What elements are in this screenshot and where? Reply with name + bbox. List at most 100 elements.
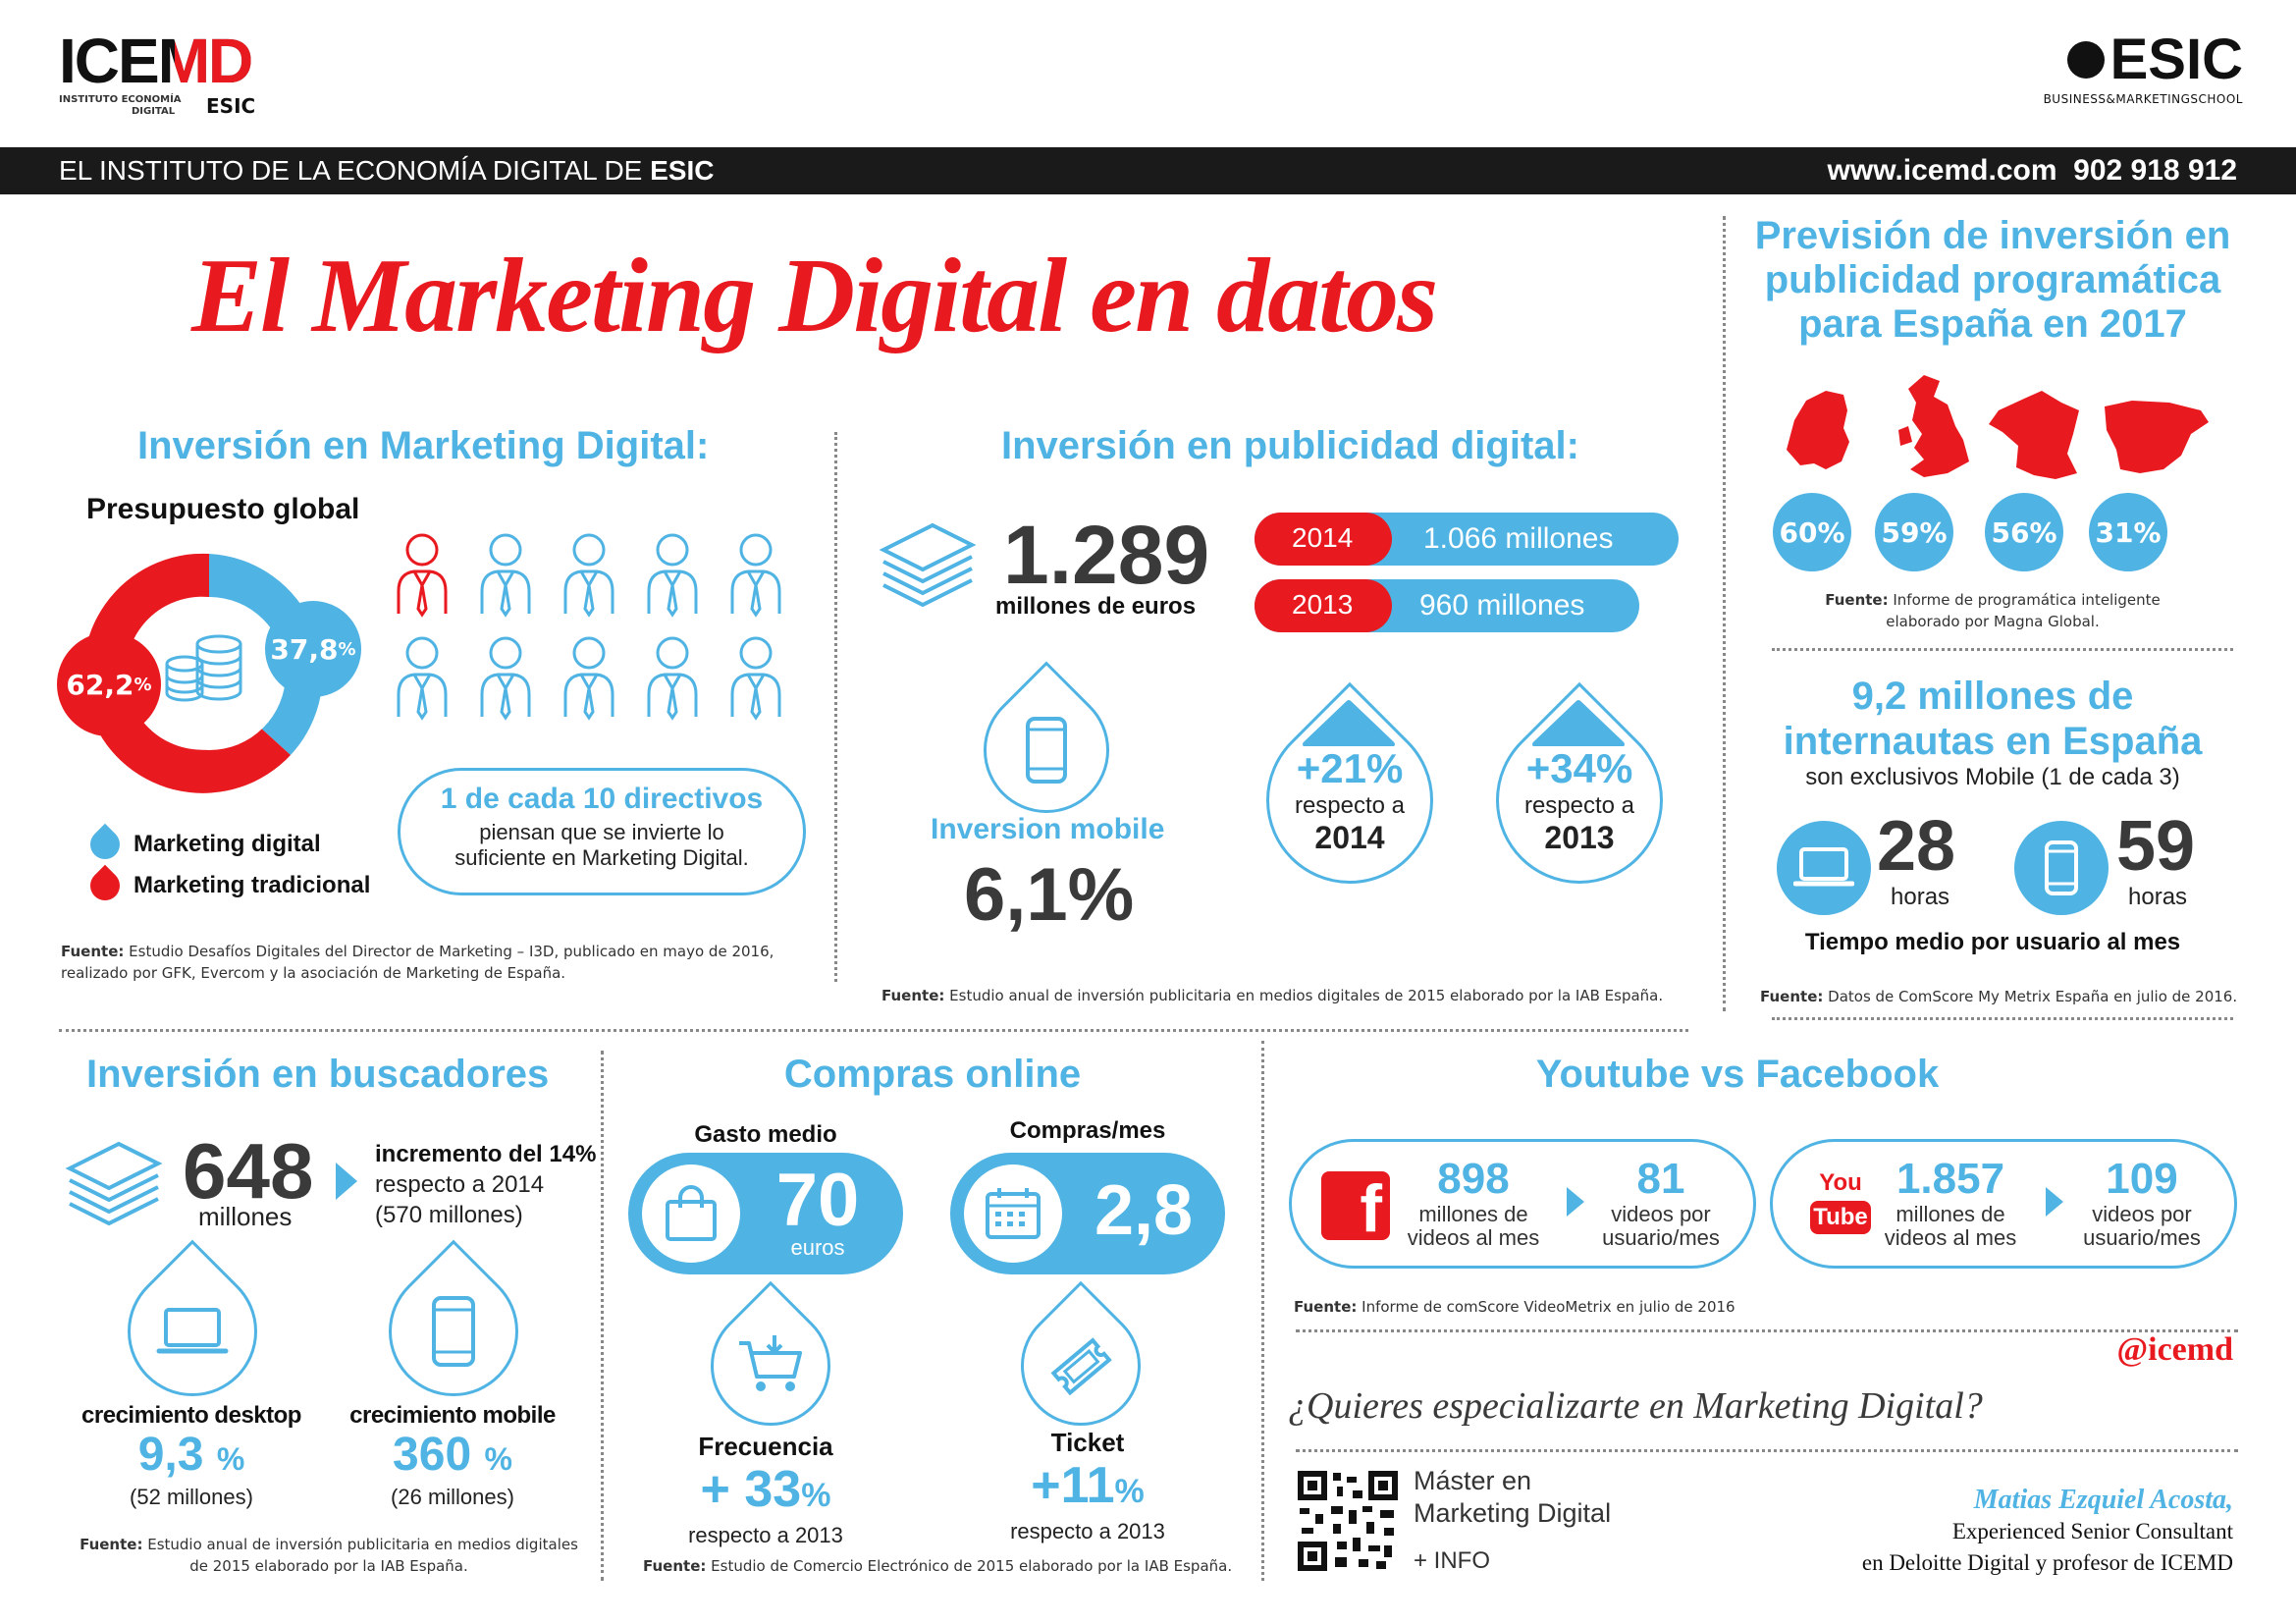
up-triangle-icon: [1532, 700, 1625, 746]
mobile-growth-label: crecimiento mobile: [349, 1402, 556, 1429]
buscadores-increment: incremento del 14% respecto a 2014 (570 …: [375, 1141, 597, 1228]
desktop-hours: 28: [1877, 807, 1956, 886]
france-map-icon: [1989, 391, 2079, 479]
laptop-icon: [1793, 847, 1854, 887]
icemd-sub-2: DIGITAL: [132, 106, 176, 117]
smartphone-icon: [2045, 840, 2078, 895]
drop-2014-year: 2014: [1314, 819, 1385, 855]
drop-2013-txt: respecto a: [1523, 791, 1635, 819]
author-role-1: Experienced Senior Consultant: [1951, 1519, 2233, 1543]
qr-code-icon[interactable]: [1298, 1471, 1398, 1571]
icemd-logo-text: ICEMD: [59, 26, 253, 96]
chevron-right-icon: [336, 1163, 357, 1200]
uk-pct: 59%: [1875, 493, 1953, 571]
drop-2013-year: 2013: [1544, 819, 1615, 855]
mobile-hours: 59: [2116, 807, 2196, 886]
programatica-heading: Previsión de inversión en publicidad pro…: [1754, 214, 2231, 346]
shopping-bag-icon: [666, 1185, 717, 1241]
more-info-link[interactable]: + INFO: [1414, 1547, 1491, 1574]
legend-digital-label: Marketing digital: [133, 831, 321, 857]
netherlands-map-icon: [1787, 391, 1849, 469]
ticket-value: +11: [1031, 1457, 1115, 1514]
digital-pct-circle: 37,8%: [265, 601, 361, 697]
source-programatica: Fuente: Informe de programática intelige…: [1825, 591, 2161, 630]
source-buscadores: Fuente: Estudio anual de inversión publi…: [80, 1536, 578, 1575]
gasto-unit: euros: [790, 1235, 845, 1260]
compras-mes-label: Compras/mes: [1009, 1117, 1166, 1144]
shopping-cart-icon: [739, 1335, 802, 1391]
callout-line-1: piensan que se invierte lo: [479, 820, 724, 844]
legend-digital-swatch: [83, 823, 127, 866]
desktop-hours-label: horas: [1891, 884, 1950, 910]
ticket: Ticket +11% respecto a 2013: [950, 1428, 1225, 1544]
budget-donut-chart: [82, 553, 323, 793]
youtube-pill[interactable]: You Tube 1.857 millones de videos al mes…: [1770, 1139, 2237, 1269]
gasto-label: Gasto medio: [694, 1121, 837, 1148]
drop-2014-txt: respecto a: [1294, 791, 1406, 819]
icemd-sub-1: INSTITUTO ECONOMÍA: [59, 94, 182, 105]
ticket-sub: respecto a 2013: [1010, 1519, 1165, 1543]
callout-bold: 1 de cada 10 directivos: [440, 783, 764, 815]
money-stack-icon: [65, 1141, 163, 1226]
author-block: Matias Ezquiel Acosta, Experienced Senio…: [1862, 1485, 2233, 1579]
author-name: Matias Ezquiel Acosta,: [1973, 1485, 2233, 1515]
mobile-hours-circle: [2014, 821, 2109, 915]
frecuencia-value: + 33: [700, 1461, 802, 1518]
gasto-value: 70: [775, 1159, 860, 1242]
mobile-growth-sub: (26 millones): [391, 1485, 514, 1509]
source-inversion-md: Fuente: Estudio Desafíos Digitales del D…: [61, 943, 774, 982]
legend-trad-swatch: [83, 864, 127, 907]
chevron-right-icon: [1567, 1187, 1584, 1217]
yt-fb-heading: Youtube vs Facebook: [1535, 1053, 1940, 1096]
up-triangle-icon: [1303, 700, 1395, 746]
master-label: Máster en Marketing Digital: [1414, 1466, 1612, 1528]
icemd-esic-mark: ESIC: [206, 94, 256, 118]
buscadores-big: 648: [183, 1127, 314, 1215]
smartphone-icon: [432, 1296, 475, 1367]
mobile-growth: crecimiento mobile 360 % (26 millones): [340, 1402, 565, 1510]
source-yt-fb: Fuente: Informe de comScore VideoMetrix …: [1294, 1298, 1735, 1316]
icemd-logo-red-overlay: ICEMD: [175, 29, 253, 92]
pub-big-unit: millones de euros: [995, 593, 1197, 620]
trad-pct-circle: 62,2%: [57, 632, 161, 736]
bar-2014-year: 2014: [1292, 522, 1354, 553]
twitter-handle[interactable]: @icemd: [2116, 1331, 2234, 1368]
callout-line-2: suficiente en Marketing Digital.: [454, 845, 749, 870]
source-pub-digital: Fuente: Estudio anual de inversión publi…: [881, 987, 1664, 1004]
bar-2014-value: 1.066 millones: [1423, 522, 1614, 555]
source-internautas: Fuente: Datos de ComScore My Metrix Espa…: [1760, 988, 2238, 1005]
yt-per-user: 109: [2106, 1155, 2178, 1203]
uk-map-icon: [1898, 375, 1969, 477]
desktop-growth-label: crecimiento desktop: [81, 1402, 301, 1429]
trad-pct: 62,2: [66, 668, 134, 701]
bar-2013: 2013 960 millones: [1255, 579, 1639, 632]
buscadores-heading: Inversión en buscadores: [86, 1053, 550, 1096]
chevron-right-icon: [2046, 1187, 2063, 1217]
france-pct: 56%: [1985, 493, 2063, 571]
frecuencia-label: Frecuencia: [698, 1432, 833, 1461]
fb-videos: 898: [1437, 1155, 1510, 1203]
ticket-icon: [1050, 1337, 1112, 1396]
youtube-icon: You Tube: [1810, 1169, 1871, 1240]
frecuencia: Frecuencia + 33% respecto a 2013: [628, 1432, 903, 1548]
top-bar-contact[interactable]: www.icemd.com 902 918 912: [1827, 154, 2237, 187]
yt-videos: 1.857: [1896, 1155, 2005, 1203]
buscadores-unit: millones: [198, 1202, 293, 1231]
bar-2013-year: 2013: [1292, 589, 1354, 620]
drop-2014-pct: +21%: [1296, 744, 1404, 791]
coins-icon: [165, 634, 242, 702]
netherlands-pct: 60%: [1773, 493, 1851, 571]
mobile-growth-value: 360: [393, 1429, 472, 1481]
donut-traditional: [82, 553, 291, 793]
mobile-hours-label: horas: [2128, 884, 2188, 910]
source-compras: Fuente: Estudio de Comercio Electrónico …: [643, 1557, 1233, 1575]
facebook-pill[interactable]: f 898 millones de videos al mes 81 video…: [1289, 1139, 1756, 1269]
country-pct-row: 60% 59% 56% 31%: [1773, 493, 2224, 581]
mobile-drop-buscadores: [361, 1239, 546, 1424]
money-stack-icon: [879, 522, 977, 608]
pub-digital-heading: Inversión en publicidad digital:: [1001, 424, 1579, 467]
frecuencia-sub: respecto a 2013: [688, 1523, 843, 1547]
country-maps: [1787, 375, 2209, 479]
ticket-label: Ticket: [1050, 1428, 1125, 1457]
top-bar-esic: ESIC: [650, 155, 715, 186]
